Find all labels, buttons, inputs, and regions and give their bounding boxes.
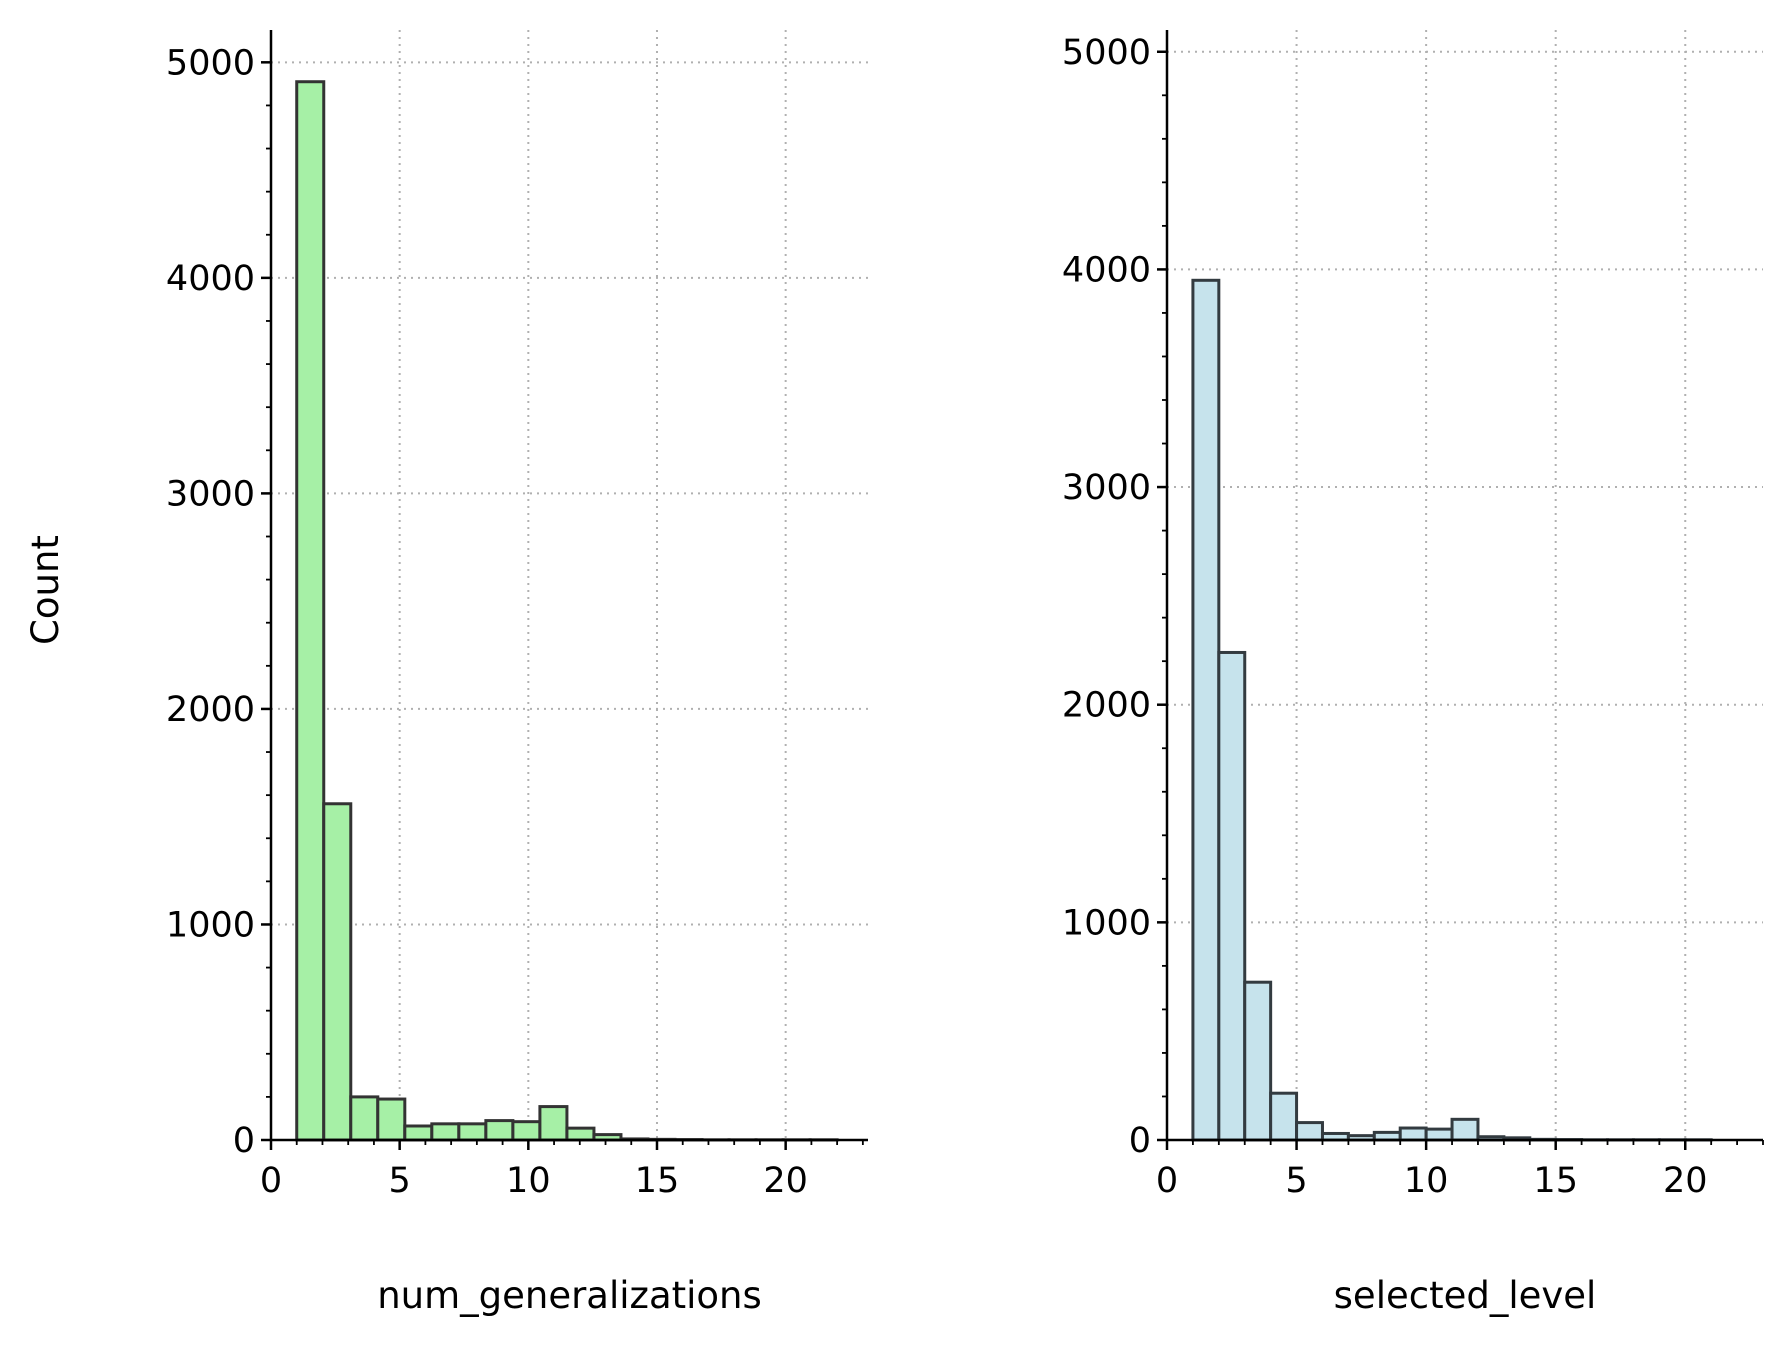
histogram-panel-2: 0 5 10 15 20 0 1000 2000 3000 4000 5000 selected_le…: [1062, 30, 1763, 1317]
histogram-bar: [1271, 1093, 1297, 1140]
shared-y-axis-label: Count: [24, 535, 67, 645]
histogram-bar: [1452, 1119, 1478, 1140]
y-tick-label: 3000: [166, 474, 255, 514]
x-tick-label: 10: [1404, 1161, 1449, 1201]
histogram-bar: [351, 1097, 378, 1140]
x-tick-label: 10: [506, 1161, 551, 1201]
x-tick-label: 0: [1156, 1161, 1178, 1201]
histogram-bar: [486, 1121, 513, 1140]
histogram-bar: [540, 1107, 567, 1140]
y-tick-label: 0: [1129, 1121, 1151, 1161]
histogram-bar: [513, 1122, 540, 1140]
x-tick-label: 15: [1533, 1161, 1578, 1201]
x-axis-label: num_generalizations: [377, 1274, 762, 1317]
x-tick-label: 0: [260, 1161, 282, 1201]
histogram-panel-1: 0 5 10 15 20 0 1000 2000 3000 4000 5000 num_general…: [166, 30, 868, 1317]
histogram-bar: [459, 1124, 486, 1140]
histogram-bar: [1426, 1129, 1452, 1140]
y-tick-label: 5000: [1062, 33, 1151, 73]
histogram-bar: [405, 1126, 432, 1140]
x-axis-label: selected_level: [1334, 1274, 1597, 1317]
histogram-bar: [1245, 982, 1271, 1140]
histogram-bar: [378, 1099, 405, 1140]
histogram-bar: [567, 1128, 594, 1140]
histogram-bar: [1219, 652, 1245, 1140]
x-tick-label: 5: [1285, 1161, 1307, 1201]
histogram-bar: [1400, 1128, 1426, 1140]
y-tick-label: 5000: [166, 43, 255, 83]
y-tick-label: 2000: [1062, 686, 1151, 726]
y-tick-label: 3000: [1062, 468, 1151, 508]
y-tick-label: 1000: [1062, 903, 1151, 943]
histogram-bar: [297, 82, 324, 1140]
y-tick-label: 4000: [1062, 250, 1151, 290]
histogram-bar: [324, 804, 351, 1140]
y-tick-label: 1000: [166, 905, 255, 945]
x-tick-label: 20: [1663, 1161, 1708, 1201]
histogram-bar: [1193, 280, 1219, 1140]
x-tick-label: 20: [763, 1161, 808, 1201]
x-tick-label: 15: [635, 1161, 680, 1201]
y-tick-label: 0: [233, 1121, 255, 1161]
y-tick-label: 4000: [166, 259, 255, 299]
y-tick-label: 2000: [166, 690, 255, 730]
x-tick-label: 5: [389, 1161, 411, 1201]
histogram-bar: [432, 1124, 459, 1140]
histogram-bar: [1297, 1123, 1323, 1140]
